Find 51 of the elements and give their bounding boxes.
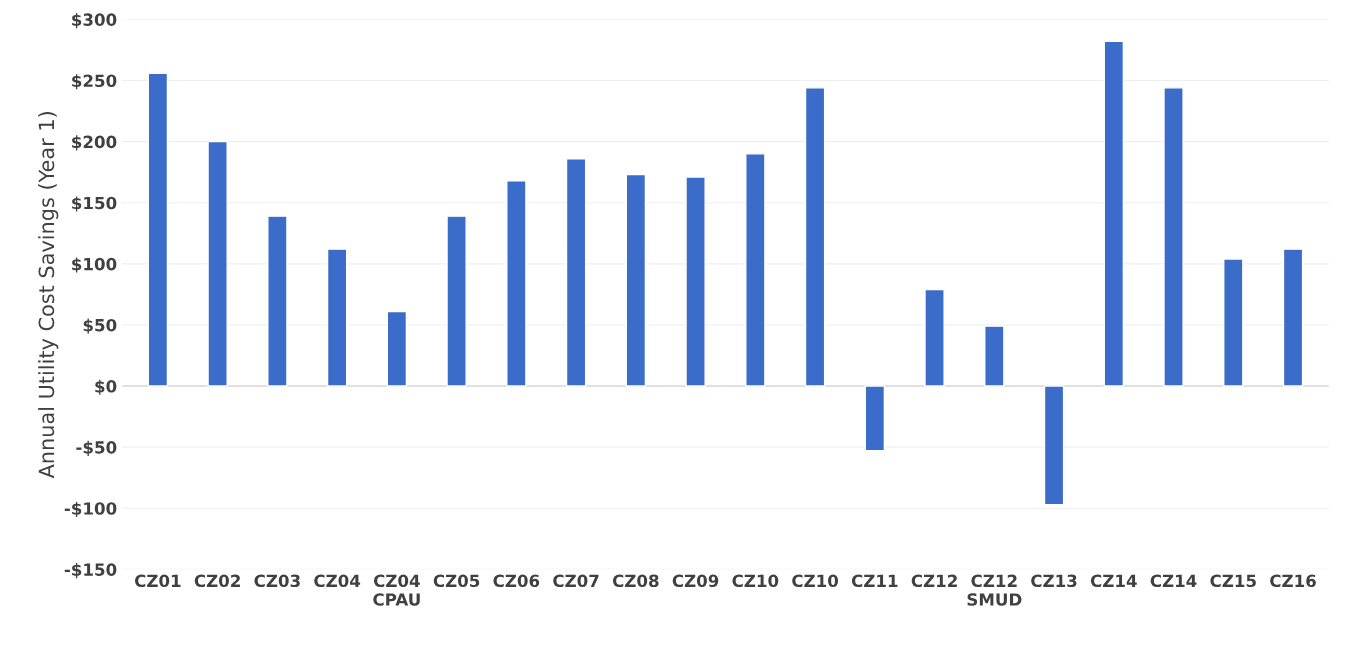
bar — [625, 173, 647, 387]
x-tick-label: CZ05 — [433, 574, 480, 588]
bar — [446, 215, 467, 387]
bar — [386, 310, 408, 387]
bar — [1282, 248, 1304, 387]
y-tick-label: -$150 — [64, 563, 117, 579]
x-tick-label: CZ10 — [732, 574, 779, 588]
x-tick-label: CZ14 — [1150, 574, 1197, 588]
y-tick-label: $100 — [72, 257, 117, 273]
x-tick-label: CZ07 — [553, 574, 599, 588]
bar — [506, 180, 527, 387]
bar — [685, 176, 706, 387]
y-tick-label: $300 — [72, 13, 117, 29]
bar — [565, 158, 587, 387]
bar — [804, 87, 826, 387]
y-tick-label: $250 — [72, 74, 117, 90]
bar — [1103, 40, 1125, 387]
bar — [1043, 385, 1065, 506]
y-tick-label: $150 — [72, 196, 117, 212]
x-tick-label: CZ12 SMUD — [967, 574, 1022, 606]
x-tick-label: CZ08 — [612, 574, 659, 588]
bar — [207, 140, 228, 387]
x-tick-label: CZ02 — [194, 574, 240, 588]
bar — [924, 288, 945, 387]
x-tick-label: CZ06 — [493, 574, 540, 588]
x-tick-label: CZ13 — [1031, 574, 1077, 588]
x-tick-label: CZ09 — [672, 574, 719, 588]
bar — [745, 153, 766, 387]
bar — [864, 385, 886, 452]
y-tick-label: -$100 — [64, 501, 117, 518]
bar — [326, 248, 348, 387]
x-tick-label: CZ15 — [1210, 574, 1256, 588]
y-axis-title: Annual Utility Cost Savings (Year 1) — [38, 112, 59, 479]
bar — [1163, 87, 1184, 387]
x-tick-label: CZ04 — [314, 574, 361, 588]
y-tick-label: $200 — [72, 135, 117, 151]
bar — [147, 72, 169, 387]
y-tick-label: $50 — [83, 318, 117, 334]
x-tick-label: CZ01 — [134, 574, 181, 588]
x-tick-label: CZ03 — [254, 574, 300, 588]
bar — [984, 325, 1005, 387]
x-tick-label: CZ16 — [1270, 574, 1316, 588]
x-tick-label: CZ14 — [1090, 574, 1137, 588]
bar — [267, 215, 288, 387]
y-tick-label: $0 — [95, 379, 117, 395]
x-tick-label: CZ11 — [851, 574, 898, 588]
x-tick-label: CZ12 — [911, 574, 957, 588]
x-tick-label: CZ04 CPAU — [373, 574, 420, 606]
y-tick-label: -$50 — [76, 440, 117, 456]
x-tick-label: CZ10 — [792, 574, 839, 588]
bar — [1223, 258, 1244, 387]
